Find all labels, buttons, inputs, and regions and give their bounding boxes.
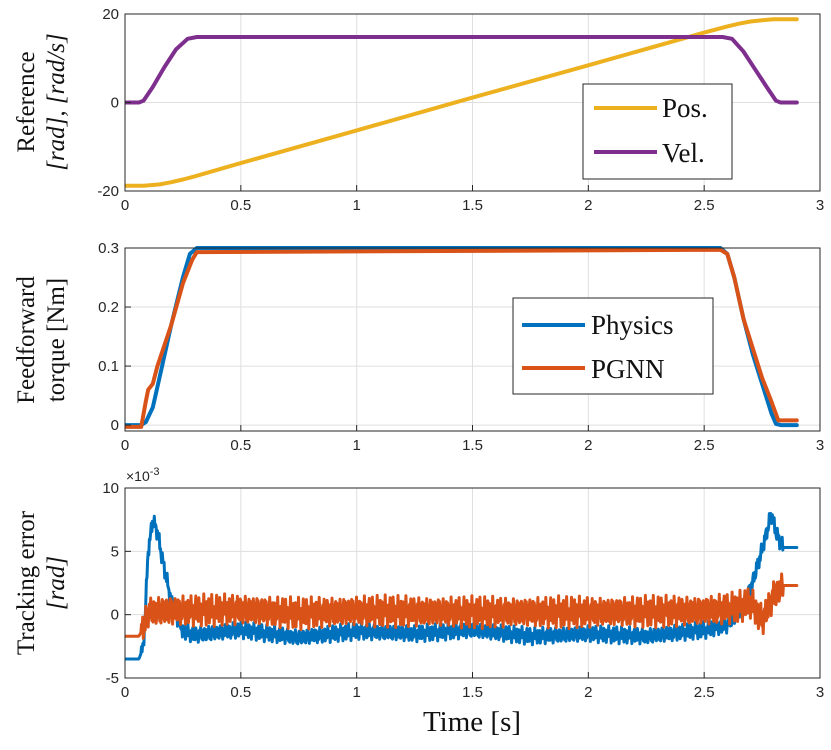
reference-series-pos bbox=[125, 17, 799, 188]
feedforward-ylabel-line1: Feedforward bbox=[13, 276, 40, 404]
tracking-ytick-label: 0 bbox=[111, 607, 119, 624]
feedforward-ytick-label: 0.1 bbox=[98, 358, 119, 375]
reference-xtick-label: 3 bbox=[816, 197, 824, 214]
reference-ylabel-line2: [rad], [rad/s] bbox=[43, 33, 70, 171]
legend-vel-label: Vel. bbox=[662, 138, 705, 168]
reference-xtick-label: 2 bbox=[584, 197, 592, 214]
tracking-ytick-label: -5 bbox=[106, 670, 119, 687]
tracking-exponent-label: ×10-3 bbox=[126, 466, 160, 484]
reference-xtick-label: 1.5 bbox=[462, 197, 483, 214]
reference-ylabel-line1: Reference bbox=[13, 51, 40, 152]
reference-xtick-label: 0 bbox=[121, 197, 129, 214]
feedforward-ytick-label: 0.3 bbox=[98, 240, 119, 257]
feedforward-xtick-label: 2 bbox=[584, 437, 592, 454]
reference-ytick-label: -20 bbox=[97, 183, 119, 200]
legend-pgnn-label: PGNN bbox=[591, 354, 665, 384]
feedforward-ylabel-line2: torque [Nm] bbox=[43, 278, 70, 402]
x-axis-label: Time [s] bbox=[423, 706, 521, 738]
tracking-ylabel-line2: [rad] bbox=[43, 556, 70, 610]
reference-legend-box bbox=[582, 83, 733, 180]
tracking-xtick-label: 1.5 bbox=[462, 684, 483, 701]
feedforward-xtick-label: 0 bbox=[121, 437, 129, 454]
tracking-series-physics bbox=[125, 511, 799, 661]
tracking-series-pgnn bbox=[125, 572, 799, 640]
feedforward-xtick-label: 1.5 bbox=[462, 437, 483, 454]
feedforward-xtick-label: 2.5 bbox=[694, 437, 715, 454]
tracking-xtick-label: 3 bbox=[816, 684, 824, 701]
reference-xtick-label: 2.5 bbox=[694, 197, 715, 214]
tracking-xtick-label: 0.5 bbox=[230, 684, 251, 701]
reference-legend: Pos. Vel. bbox=[582, 83, 733, 180]
tracking-xtick-label: 2 bbox=[584, 684, 592, 701]
tracking-xtick-label: 1 bbox=[352, 684, 360, 701]
reference-xtick-label: 1 bbox=[352, 197, 360, 214]
feedforward-series-pgnn bbox=[125, 247, 799, 429]
feedforward-legend-box bbox=[512, 297, 714, 395]
tracking-xtick-label: 2.5 bbox=[694, 684, 715, 701]
legend-physics-label: Physics bbox=[591, 310, 674, 340]
reference-ytick-label: 0 bbox=[111, 95, 119, 112]
feedforward-legend: Physics PGNN bbox=[512, 297, 714, 395]
feedforward-xtick-label: 1 bbox=[352, 437, 360, 454]
tracking-ytick-label: 10 bbox=[102, 480, 119, 497]
tracking-ytick-label: 5 bbox=[111, 543, 119, 560]
feedforward-ytick-label: 0.2 bbox=[98, 299, 119, 316]
legend-pos-label: Pos. bbox=[662, 93, 708, 123]
tracking-ylabel-line1: Tracking error bbox=[13, 510, 40, 655]
feedforward-panel: 0 0.5 1 1.5 2 2.5 3 0 0.1 0.2 0.3 Feedforward torq… bbox=[13, 240, 824, 454]
feedforward-ytick-label: 0 bbox=[111, 417, 119, 434]
reference-ytick-label: 20 bbox=[102, 6, 119, 23]
reference-series-vel bbox=[125, 35, 799, 105]
feedforward-xtick-label: 3 bbox=[816, 437, 824, 454]
reference-xtick-label: 0.5 bbox=[230, 197, 251, 214]
feedforward-xtick-label: 0.5 bbox=[230, 437, 251, 454]
tracking-xtick-label: 0 bbox=[121, 684, 129, 701]
